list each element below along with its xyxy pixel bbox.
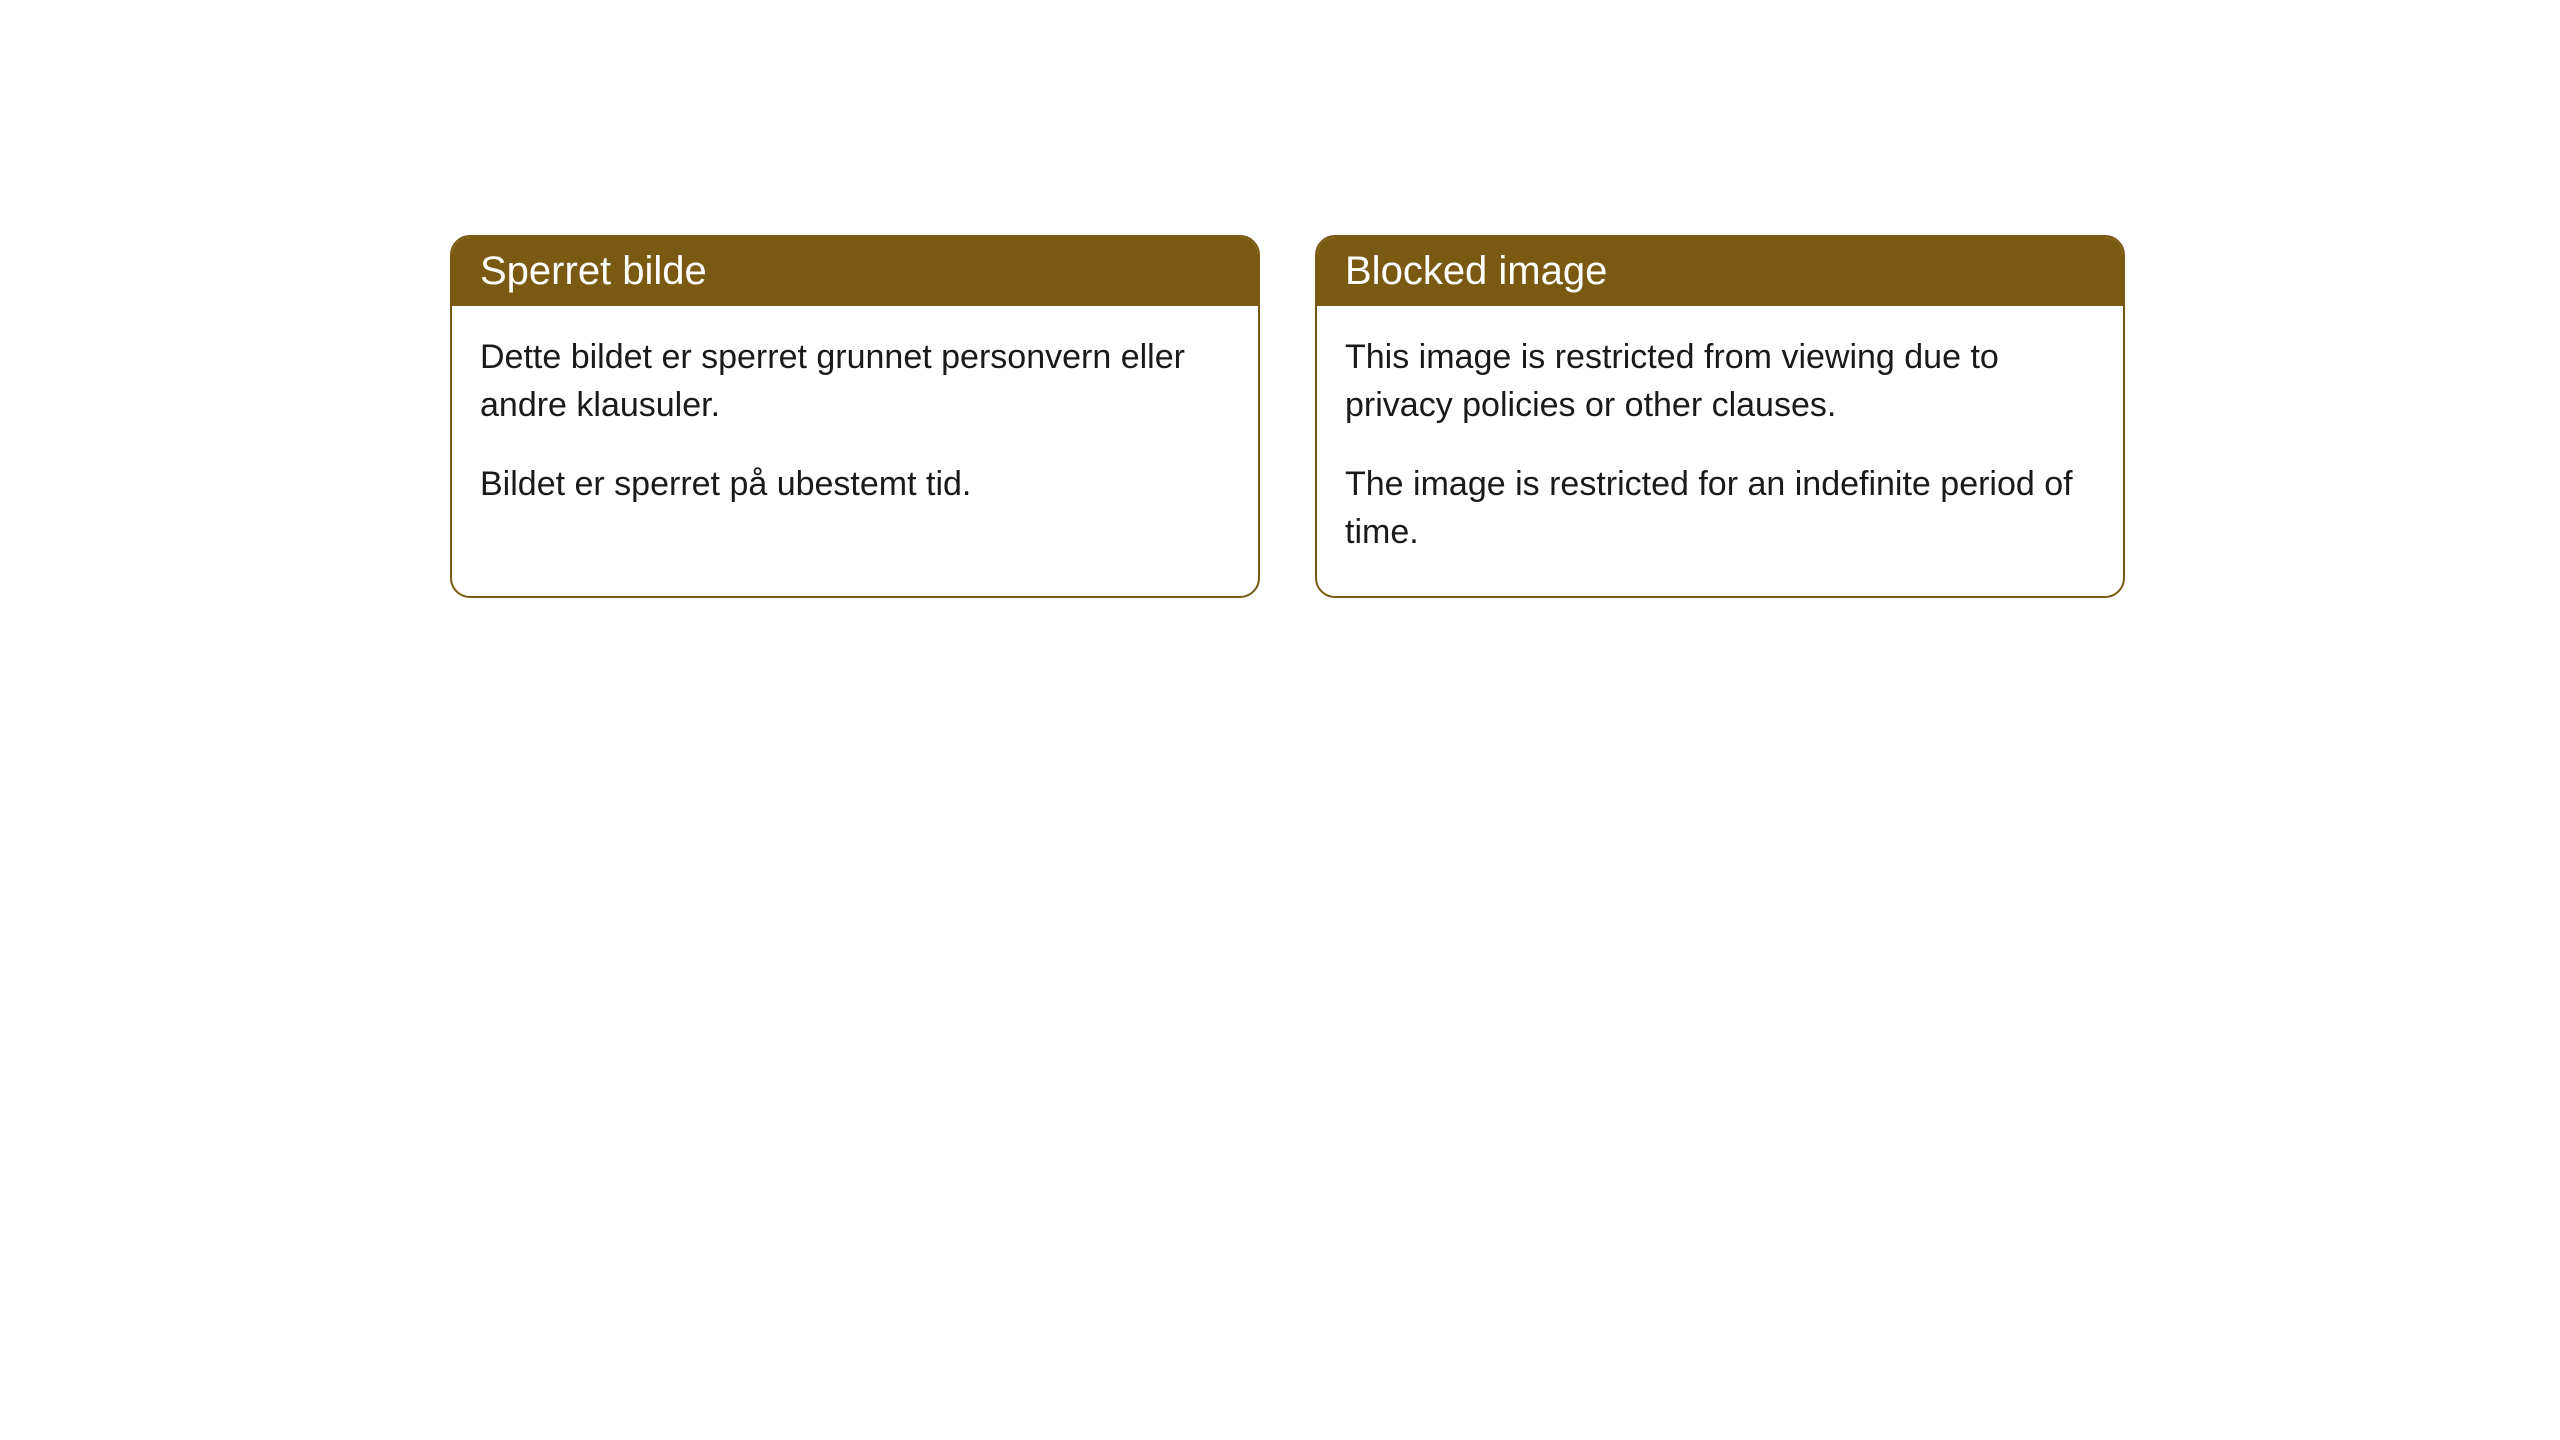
card-title-en: Blocked image	[1345, 249, 1607, 293]
card-title-no: Sperret bilde	[480, 249, 707, 293]
card-message-1-en: This image is restricted from viewing du…	[1345, 334, 2095, 429]
card-message-2-no: Bildet er sperret på ubestemt tid.	[480, 461, 1230, 509]
blocked-image-card-no: Sperret bilde Dette bildet er sperret gr…	[450, 235, 1260, 598]
card-message-2-en: The image is restricted for an indefinit…	[1345, 461, 2095, 556]
notification-cards-container: Sperret bilde Dette bildet er sperret gr…	[450, 235, 2560, 598]
card-header-en: Blocked image	[1317, 237, 2123, 306]
blocked-image-card-en: Blocked image This image is restricted f…	[1315, 235, 2125, 598]
card-header-no: Sperret bilde	[452, 237, 1258, 306]
card-message-1-no: Dette bildet er sperret grunnet personve…	[480, 334, 1230, 429]
card-body-no: Dette bildet er sperret grunnet personve…	[452, 306, 1258, 549]
card-body-en: This image is restricted from viewing du…	[1317, 306, 2123, 596]
